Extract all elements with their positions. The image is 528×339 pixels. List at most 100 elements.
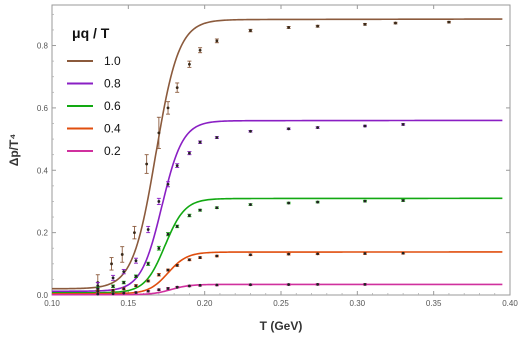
- data-point: [156, 116, 161, 149]
- data-point: [121, 268, 126, 275]
- curve-0.6: [52, 197, 503, 294]
- legend-label: 0.8: [104, 77, 121, 91]
- legend-label: 0.2: [104, 144, 121, 158]
- x-axis-title: T (GeV): [260, 319, 303, 333]
- data-point: [315, 126, 320, 129]
- data-point: [121, 287, 126, 291]
- data-point: [248, 28, 253, 33]
- data-point: [121, 291, 126, 295]
- data-point: [166, 287, 171, 290]
- curve-1.0: [52, 18, 503, 290]
- data-point: [198, 256, 203, 259]
- data-point: [286, 26, 291, 29]
- data-point: [401, 123, 406, 126]
- y-tick-label: 0.0: [37, 291, 49, 300]
- data-point: [111, 284, 116, 288]
- data-point: [248, 253, 253, 257]
- data-point: [248, 203, 253, 206]
- x-tick-label: 0.40: [502, 299, 518, 308]
- x-tick-label: 0.20: [197, 299, 213, 308]
- legend-entry-1.0: 1.0: [67, 54, 121, 68]
- data-point: [401, 251, 406, 255]
- data-point: [214, 38, 219, 44]
- data-point: [286, 283, 291, 286]
- data-point: [111, 288, 116, 292]
- data-point: [132, 225, 137, 240]
- data-point: [214, 136, 219, 139]
- data-point: [198, 208, 203, 212]
- data-point: [362, 282, 367, 286]
- data-point: [198, 140, 203, 144]
- data-point: [393, 21, 398, 25]
- legend-label: 1.0: [104, 54, 121, 68]
- data-point: [156, 273, 161, 277]
- data-point: [187, 258, 192, 262]
- data-point: [109, 257, 114, 271]
- x-tick-label: 0.25: [273, 299, 289, 308]
- data-point: [166, 101, 171, 115]
- data-point: [248, 129, 253, 133]
- data-point: [144, 154, 149, 174]
- legend-entry-0.8: 0.8: [67, 77, 121, 91]
- data-point: [166, 232, 171, 237]
- data-point: [175, 224, 180, 229]
- data-point: [198, 283, 203, 287]
- data-point: [146, 261, 151, 266]
- data-point: [248, 283, 253, 287]
- data-point: [362, 252, 367, 255]
- data-point: [198, 47, 203, 54]
- y-axis-title: Δp/T⁴: [7, 134, 21, 167]
- data-point: [121, 280, 126, 285]
- data-point: [146, 279, 151, 283]
- data-point: [315, 24, 320, 28]
- legend-label: 0.4: [104, 122, 121, 136]
- data-point: [286, 127, 291, 131]
- data-point: [175, 285, 180, 289]
- data-point: [120, 246, 125, 263]
- data-point: [401, 199, 406, 202]
- data-point: [156, 245, 161, 251]
- data-point: [286, 252, 291, 256]
- data-points: [95, 20, 451, 296]
- data-point: [187, 213, 192, 218]
- data-point: [446, 20, 451, 24]
- x-tick-label: 0.35: [426, 299, 442, 308]
- data-point: [166, 181, 171, 188]
- y-tick-label: 0.8: [37, 42, 49, 51]
- data-point: [175, 163, 180, 168]
- y-tick-label: 0.6: [37, 104, 49, 113]
- data-point: [156, 288, 161, 292]
- data-point: [214, 283, 219, 287]
- data-point: [146, 289, 151, 293]
- data-point: [166, 268, 171, 272]
- legend: μq / T 1.0 0.8 0.6 0.4 0.2: [67, 25, 121, 158]
- data-point: [214, 206, 219, 210]
- data-point: [214, 254, 219, 258]
- legend-title: μq / T: [72, 25, 110, 41]
- data-point: [315, 200, 320, 204]
- legend-entry-0.6: 0.6: [67, 99, 121, 113]
- y-tick-label: 0.4: [37, 166, 49, 175]
- data-point: [175, 82, 180, 93]
- data-point: [133, 257, 138, 264]
- data-point: [315, 252, 320, 256]
- data-point: [187, 151, 192, 156]
- curve-0.4: [52, 251, 503, 295]
- data-point: [362, 22, 367, 26]
- x-tick-label: 0.30: [350, 299, 366, 308]
- legend-label: 0.6: [104, 99, 121, 113]
- legend-entry-0.2: 0.2: [67, 144, 121, 158]
- x-tick-label: 0.15: [121, 299, 137, 308]
- data-point: [133, 291, 138, 294]
- curve-0.8: [52, 119, 503, 293]
- data-point: [133, 284, 138, 288]
- fit-curves: [52, 18, 503, 296]
- data-point: [187, 60, 192, 68]
- data-point: [146, 225, 151, 234]
- data-point: [133, 274, 138, 278]
- data-point: [111, 292, 116, 296]
- x-tick-label: 0.10: [44, 299, 60, 308]
- data-point: [95, 289, 100, 293]
- data-point: [362, 124, 367, 128]
